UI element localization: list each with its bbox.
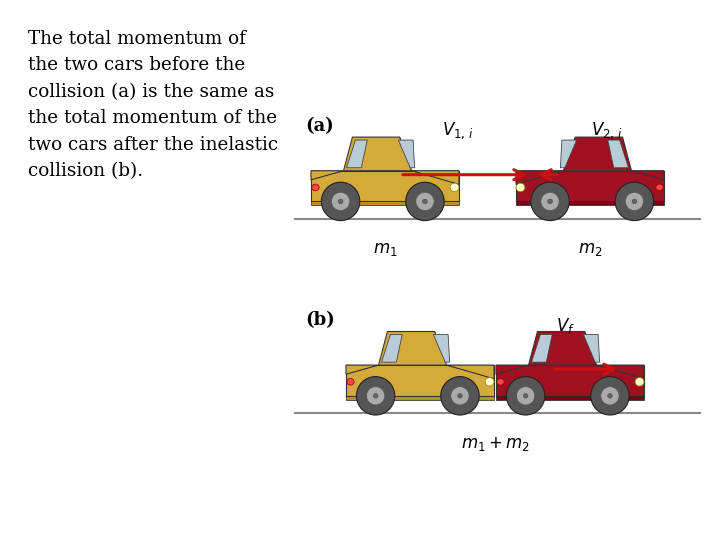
Polygon shape bbox=[311, 171, 459, 201]
Bar bbox=[346, 395, 494, 400]
Polygon shape bbox=[343, 137, 412, 171]
Bar bbox=[311, 201, 459, 205]
Text: $\mathit{V}_{2,\,i}$: $\mathit{V}_{2,\,i}$ bbox=[591, 120, 623, 141]
Ellipse shape bbox=[497, 379, 504, 385]
Circle shape bbox=[541, 192, 559, 211]
Polygon shape bbox=[311, 171, 343, 180]
Circle shape bbox=[451, 387, 469, 405]
Polygon shape bbox=[379, 332, 446, 365]
Polygon shape bbox=[446, 365, 494, 379]
Polygon shape bbox=[608, 140, 629, 168]
Polygon shape bbox=[382, 334, 402, 362]
Polygon shape bbox=[560, 140, 577, 168]
Ellipse shape bbox=[635, 377, 644, 386]
Circle shape bbox=[366, 387, 384, 405]
Polygon shape bbox=[528, 332, 597, 365]
Text: The total momentum of
the two cars before the
collision (a) is the same as
the t: The total momentum of the two cars befor… bbox=[28, 30, 278, 180]
Polygon shape bbox=[516, 171, 563, 184]
Polygon shape bbox=[496, 365, 644, 395]
Circle shape bbox=[441, 376, 480, 415]
Polygon shape bbox=[597, 365, 644, 379]
Text: $m_1$: $m_1$ bbox=[373, 241, 397, 258]
Polygon shape bbox=[433, 334, 449, 362]
Circle shape bbox=[531, 182, 570, 221]
Polygon shape bbox=[631, 171, 664, 180]
Bar bbox=[496, 395, 644, 400]
Polygon shape bbox=[516, 171, 664, 201]
Ellipse shape bbox=[485, 377, 494, 386]
Ellipse shape bbox=[656, 184, 663, 191]
Circle shape bbox=[523, 394, 528, 398]
Text: (a): (a) bbox=[305, 117, 334, 134]
Circle shape bbox=[625, 192, 644, 211]
Circle shape bbox=[406, 182, 444, 221]
Text: (b): (b) bbox=[305, 311, 335, 329]
Circle shape bbox=[373, 394, 378, 398]
Polygon shape bbox=[346, 365, 494, 395]
Circle shape bbox=[458, 394, 462, 398]
Circle shape bbox=[615, 182, 654, 221]
Circle shape bbox=[632, 199, 636, 204]
Circle shape bbox=[608, 394, 612, 398]
Circle shape bbox=[506, 376, 545, 415]
Circle shape bbox=[516, 387, 535, 405]
Polygon shape bbox=[346, 140, 367, 168]
Circle shape bbox=[321, 182, 360, 221]
Circle shape bbox=[600, 387, 619, 405]
Polygon shape bbox=[398, 140, 415, 168]
Circle shape bbox=[415, 192, 434, 211]
Circle shape bbox=[338, 199, 343, 204]
Circle shape bbox=[331, 192, 350, 211]
Text: $\mathit{V}_f$: $\mathit{V}_f$ bbox=[556, 315, 575, 335]
Text: $m_2$: $m_2$ bbox=[577, 241, 602, 258]
Circle shape bbox=[548, 199, 552, 204]
Bar bbox=[516, 201, 664, 205]
Polygon shape bbox=[531, 334, 552, 362]
Polygon shape bbox=[412, 171, 459, 184]
Polygon shape bbox=[496, 365, 528, 374]
Ellipse shape bbox=[516, 183, 525, 192]
Polygon shape bbox=[346, 365, 379, 374]
Ellipse shape bbox=[450, 183, 459, 192]
Circle shape bbox=[356, 376, 395, 415]
Polygon shape bbox=[583, 334, 600, 362]
Ellipse shape bbox=[312, 184, 319, 191]
Circle shape bbox=[423, 199, 427, 204]
Text: $m_1 + m_2$: $m_1 + m_2$ bbox=[461, 435, 529, 453]
Text: $\mathit{V}_{1,\,i}$: $\mathit{V}_{1,\,i}$ bbox=[442, 120, 474, 141]
Polygon shape bbox=[563, 137, 631, 171]
Circle shape bbox=[590, 376, 629, 415]
Ellipse shape bbox=[347, 379, 354, 385]
